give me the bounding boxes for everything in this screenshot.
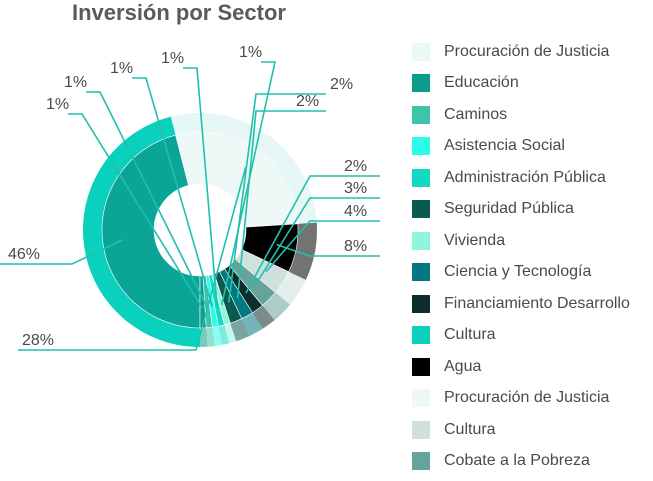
legend-swatch — [412, 168, 430, 187]
legend-swatch — [412, 452, 430, 471]
outer-ring-segment — [288, 222, 318, 280]
legend-swatch — [412, 420, 430, 439]
legend-label: Asistencia Social — [444, 137, 565, 155]
chart-legend: Procuración de Justicia Educación Caminos A… — [412, 36, 653, 477]
legend-item: Ciencia y Tecnología — [412, 257, 653, 289]
outer-ring-segment — [206, 327, 215, 347]
legend-item: Procuración de Justicia — [412, 36, 653, 68]
outer-ring — [82, 113, 318, 347]
legend-swatch — [412, 74, 430, 93]
outer-ring-segment — [241, 312, 263, 336]
legend-item: Seguridad Pública — [412, 194, 653, 226]
data-label: 1% — [161, 50, 184, 67]
data-label: 4% — [344, 203, 367, 220]
legend-swatch — [412, 389, 430, 408]
data-label: 3% — [344, 180, 367, 197]
legend-label: Cultura — [444, 326, 496, 344]
pie-slice — [175, 131, 299, 228]
legend-item: Educación — [412, 68, 653, 100]
legend-swatch — [412, 200, 430, 219]
outer-ring-segment — [224, 323, 237, 344]
legend-item: Asistencia Social — [412, 131, 653, 163]
donut-chart: 46% 28% 8% 4% 3% 2% 2% 2% 1% 1% 1% 1% 1% — [0, 44, 380, 351]
outer-ring-segment — [200, 327, 208, 347]
legend-label: Procuración de Justicia — [444, 389, 610, 407]
legend-swatch — [412, 263, 430, 282]
leader-line — [68, 113, 204, 309]
data-label: 1% — [46, 96, 69, 113]
legend-label: Cobate a la Pobreza — [444, 452, 590, 470]
legend-swatch — [412, 294, 430, 313]
leader-line — [220, 61, 276, 306]
data-label: 28% — [22, 332, 54, 349]
data-label: 2% — [344, 158, 367, 175]
leader-line — [86, 91, 209, 309]
legend-label: Administración Pública — [444, 168, 606, 186]
data-label: 8% — [344, 238, 367, 255]
legend-item: Cobate a la Pobreza — [412, 446, 653, 478]
leader-line — [254, 197, 380, 286]
data-label: 1% — [64, 74, 87, 91]
outer-ring-segment — [170, 113, 317, 224]
leader-line — [245, 175, 380, 294]
legend-item: Financiamiento Desarrollo — [412, 288, 653, 320]
legend-label: Financiamiento Desarrollo — [444, 294, 630, 312]
data-label: 1% — [239, 44, 262, 61]
leader-line — [265, 220, 380, 273]
leader-line — [0, 239, 123, 265]
leader-line — [236, 110, 326, 299]
data-label: 46% — [8, 246, 40, 263]
legend-item: Cultura — [412, 414, 653, 446]
legend-label: Procuración de Justicia — [444, 42, 610, 60]
leader-line — [183, 67, 218, 307]
legend-item: Caminos — [412, 99, 653, 131]
data-label: 1% — [110, 60, 133, 77]
legend-label: Ciencia y Tecnología — [444, 263, 592, 281]
legend-swatch — [412, 231, 430, 250]
outer-ring-segment — [212, 326, 222, 347]
legend-item: Cultura — [412, 320, 653, 352]
legend-item: Vivienda — [412, 225, 653, 257]
chart-title: Inversión por Sector — [72, 0, 286, 25]
outer-ring-segment — [252, 305, 275, 329]
outer-ring-segment — [82, 116, 200, 347]
leader-line — [18, 166, 247, 351]
outer-ring-segment — [218, 324, 230, 345]
legend-label: Educación — [444, 74, 519, 92]
legend-swatch — [412, 137, 430, 156]
legend-label: Caminos — [444, 105, 508, 123]
outer-ring-segment — [230, 318, 250, 342]
legend-swatch — [412, 326, 430, 345]
legend-swatch — [412, 105, 430, 124]
legend-label: Cultura — [444, 420, 496, 438]
legend-item: Administración Pública — [412, 162, 653, 194]
leader-line — [132, 77, 213, 308]
legend-item: Agua — [412, 351, 653, 383]
legend-item: Procuración de Justicia — [412, 383, 653, 415]
legend-swatch — [412, 42, 430, 61]
leader-line — [276, 243, 380, 257]
data-label: 2% — [296, 93, 319, 110]
legend-label: Seguridad Pública — [444, 200, 574, 218]
legend-label: Vivienda — [444, 231, 506, 249]
data-label: 2% — [330, 76, 353, 93]
legend-swatch — [412, 357, 430, 376]
legend-label: Agua — [444, 357, 482, 375]
outer-ring-segment — [275, 271, 306, 305]
